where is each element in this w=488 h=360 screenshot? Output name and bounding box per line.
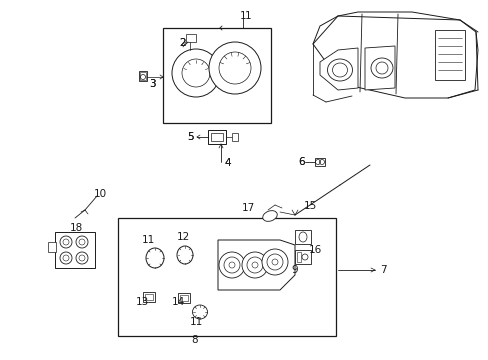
Polygon shape: [364, 46, 394, 90]
Circle shape: [219, 252, 244, 278]
Bar: [210, 133, 223, 141]
Bar: [294, 230, 310, 244]
Text: 4: 4: [224, 158, 231, 168]
Bar: [48, 242, 56, 252]
Circle shape: [60, 236, 72, 248]
Circle shape: [262, 249, 287, 275]
Ellipse shape: [146, 248, 163, 268]
Bar: [296, 252, 301, 262]
Bar: [207, 130, 225, 144]
Bar: [118, 218, 335, 336]
Polygon shape: [218, 240, 294, 290]
Text: 16: 16: [308, 245, 321, 255]
Text: 1: 1: [244, 11, 251, 21]
Ellipse shape: [192, 305, 207, 319]
Text: 11: 11: [141, 235, 154, 245]
Text: 8: 8: [191, 335, 198, 345]
Text: 1: 1: [239, 11, 246, 21]
Text: 6: 6: [298, 157, 305, 167]
Text: 5: 5: [187, 132, 194, 142]
Polygon shape: [319, 48, 357, 90]
Text: 11: 11: [189, 317, 202, 327]
Bar: [142, 292, 155, 302]
Text: 5: 5: [186, 132, 193, 142]
Circle shape: [172, 49, 220, 97]
Polygon shape: [312, 12, 477, 98]
Circle shape: [242, 252, 267, 278]
Text: 3: 3: [148, 79, 155, 89]
Bar: [231, 133, 238, 141]
Ellipse shape: [262, 211, 277, 221]
Bar: [145, 294, 153, 300]
Text: 15: 15: [303, 201, 316, 211]
Circle shape: [60, 252, 72, 264]
Text: 10: 10: [93, 189, 106, 199]
Bar: [434, 30, 464, 80]
Text: 3: 3: [148, 79, 155, 89]
Bar: [180, 295, 187, 301]
Ellipse shape: [370, 58, 392, 78]
Text: 6: 6: [298, 157, 305, 167]
Text: 12: 12: [176, 232, 189, 242]
Ellipse shape: [327, 59, 352, 81]
Text: 7: 7: [379, 265, 386, 275]
Text: 2: 2: [179, 38, 186, 48]
Text: 13: 13: [135, 297, 148, 307]
Bar: [55, 232, 95, 268]
Bar: [314, 158, 325, 166]
Bar: [139, 71, 147, 81]
Bar: [163, 28, 270, 123]
Text: 18: 18: [69, 223, 82, 233]
Bar: [178, 293, 190, 303]
Ellipse shape: [177, 246, 193, 264]
Circle shape: [76, 236, 88, 248]
Circle shape: [76, 252, 88, 264]
Bar: [185, 34, 196, 42]
Text: 17: 17: [241, 203, 254, 213]
Bar: [294, 250, 310, 264]
Text: 9: 9: [291, 265, 298, 275]
Circle shape: [208, 42, 261, 94]
Circle shape: [302, 254, 307, 260]
Bar: [140, 72, 146, 80]
Text: 14: 14: [171, 297, 184, 307]
Text: 2: 2: [179, 38, 186, 48]
Text: 4: 4: [224, 158, 231, 168]
